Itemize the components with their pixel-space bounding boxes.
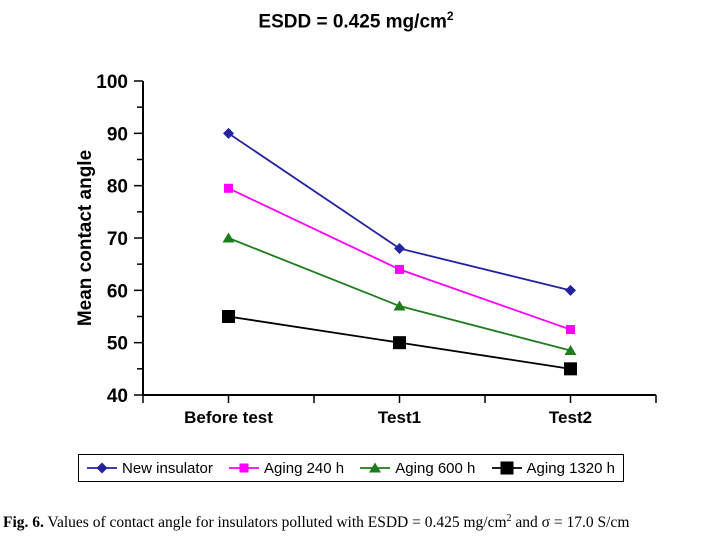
legend: New insulator Aging 240 h Aging 600 h Aging… bbox=[78, 454, 624, 482]
marker-diamond-icon bbox=[394, 242, 405, 254]
legend-square-large-icon bbox=[491, 461, 522, 475]
figure-caption-superscript: 2 bbox=[506, 513, 512, 524]
marker-square-large-icon bbox=[564, 362, 577, 376]
y-tick-label: 60 bbox=[107, 281, 128, 302]
figure-caption: Fig. 6. Values of contact angle for insu… bbox=[3, 512, 717, 535]
marker-square-icon bbox=[239, 463, 249, 473]
x-category-label-test2: Test2 bbox=[549, 408, 592, 427]
series-line-aging-600-h bbox=[228, 237, 571, 352]
figure-caption-label: Fig. 6. bbox=[3, 514, 44, 532]
x-category-label-before-test: Before test bbox=[184, 408, 273, 427]
marker-diamond-icon bbox=[565, 284, 576, 296]
marker-diamond-icon bbox=[223, 127, 234, 139]
marker-triangle-icon bbox=[369, 462, 382, 473]
legend-label-aging-1320-h: Aging 1320 h bbox=[526, 459, 615, 477]
marker-square-large-icon bbox=[500, 461, 514, 475]
plot-area: 40 50 60 70 80 90 100 Before test Test1 Test2 bbox=[96, 72, 657, 427]
marker-square-icon bbox=[224, 183, 233, 193]
legend-item-aging-1320-h: Aging 1320 h bbox=[491, 459, 615, 477]
marker-square-icon bbox=[566, 325, 575, 335]
marker-triangle-icon bbox=[564, 345, 577, 356]
chart-title: ESDD = 0.425 mg/cm2 bbox=[258, 9, 453, 33]
y-tick-label: 70 bbox=[107, 229, 128, 250]
y-tick-label: 50 bbox=[107, 334, 128, 355]
y-tick-label: 40 bbox=[107, 386, 128, 407]
chart-title-superscript: 2 bbox=[446, 9, 454, 23]
y-tick-label: 90 bbox=[107, 124, 128, 145]
marker-square-icon bbox=[395, 264, 404, 274]
marker-triangle-icon bbox=[222, 232, 235, 243]
legend-label-aging-240-h: Aging 240 h bbox=[264, 459, 345, 477]
chart-title-text: ESDD = 0.425 mg/cm bbox=[258, 11, 447, 33]
marker-square-large-icon bbox=[393, 336, 406, 350]
legend-item-new-insulator: New insulator bbox=[87, 460, 213, 477]
marker-square-large-icon bbox=[222, 310, 235, 323]
y-tick-label: 80 bbox=[107, 177, 128, 198]
figure-caption-text: Values of contact angle for insulators p… bbox=[43, 514, 507, 532]
marker-triangle-icon bbox=[393, 300, 406, 311]
legend-diamond-icon bbox=[87, 462, 117, 474]
x-category-label-test1: Test1 bbox=[378, 408, 421, 427]
legend-square-icon bbox=[229, 463, 260, 473]
legend-item-aging-240-h: Aging 240 h bbox=[229, 460, 344, 477]
legend-item-aging-600-h: Aging 600 h bbox=[360, 460, 475, 477]
figure-caption-text-after: and σ = 17.0 S/cm bbox=[511, 514, 630, 532]
legend-label-aging-600-h: Aging 600 h bbox=[395, 459, 476, 477]
marker-diamond-icon bbox=[96, 462, 108, 474]
legend-triangle-icon bbox=[360, 462, 391, 473]
legend-label-new-insulator: New insulator bbox=[122, 459, 213, 477]
y-tick-label: 100 bbox=[96, 72, 128, 93]
